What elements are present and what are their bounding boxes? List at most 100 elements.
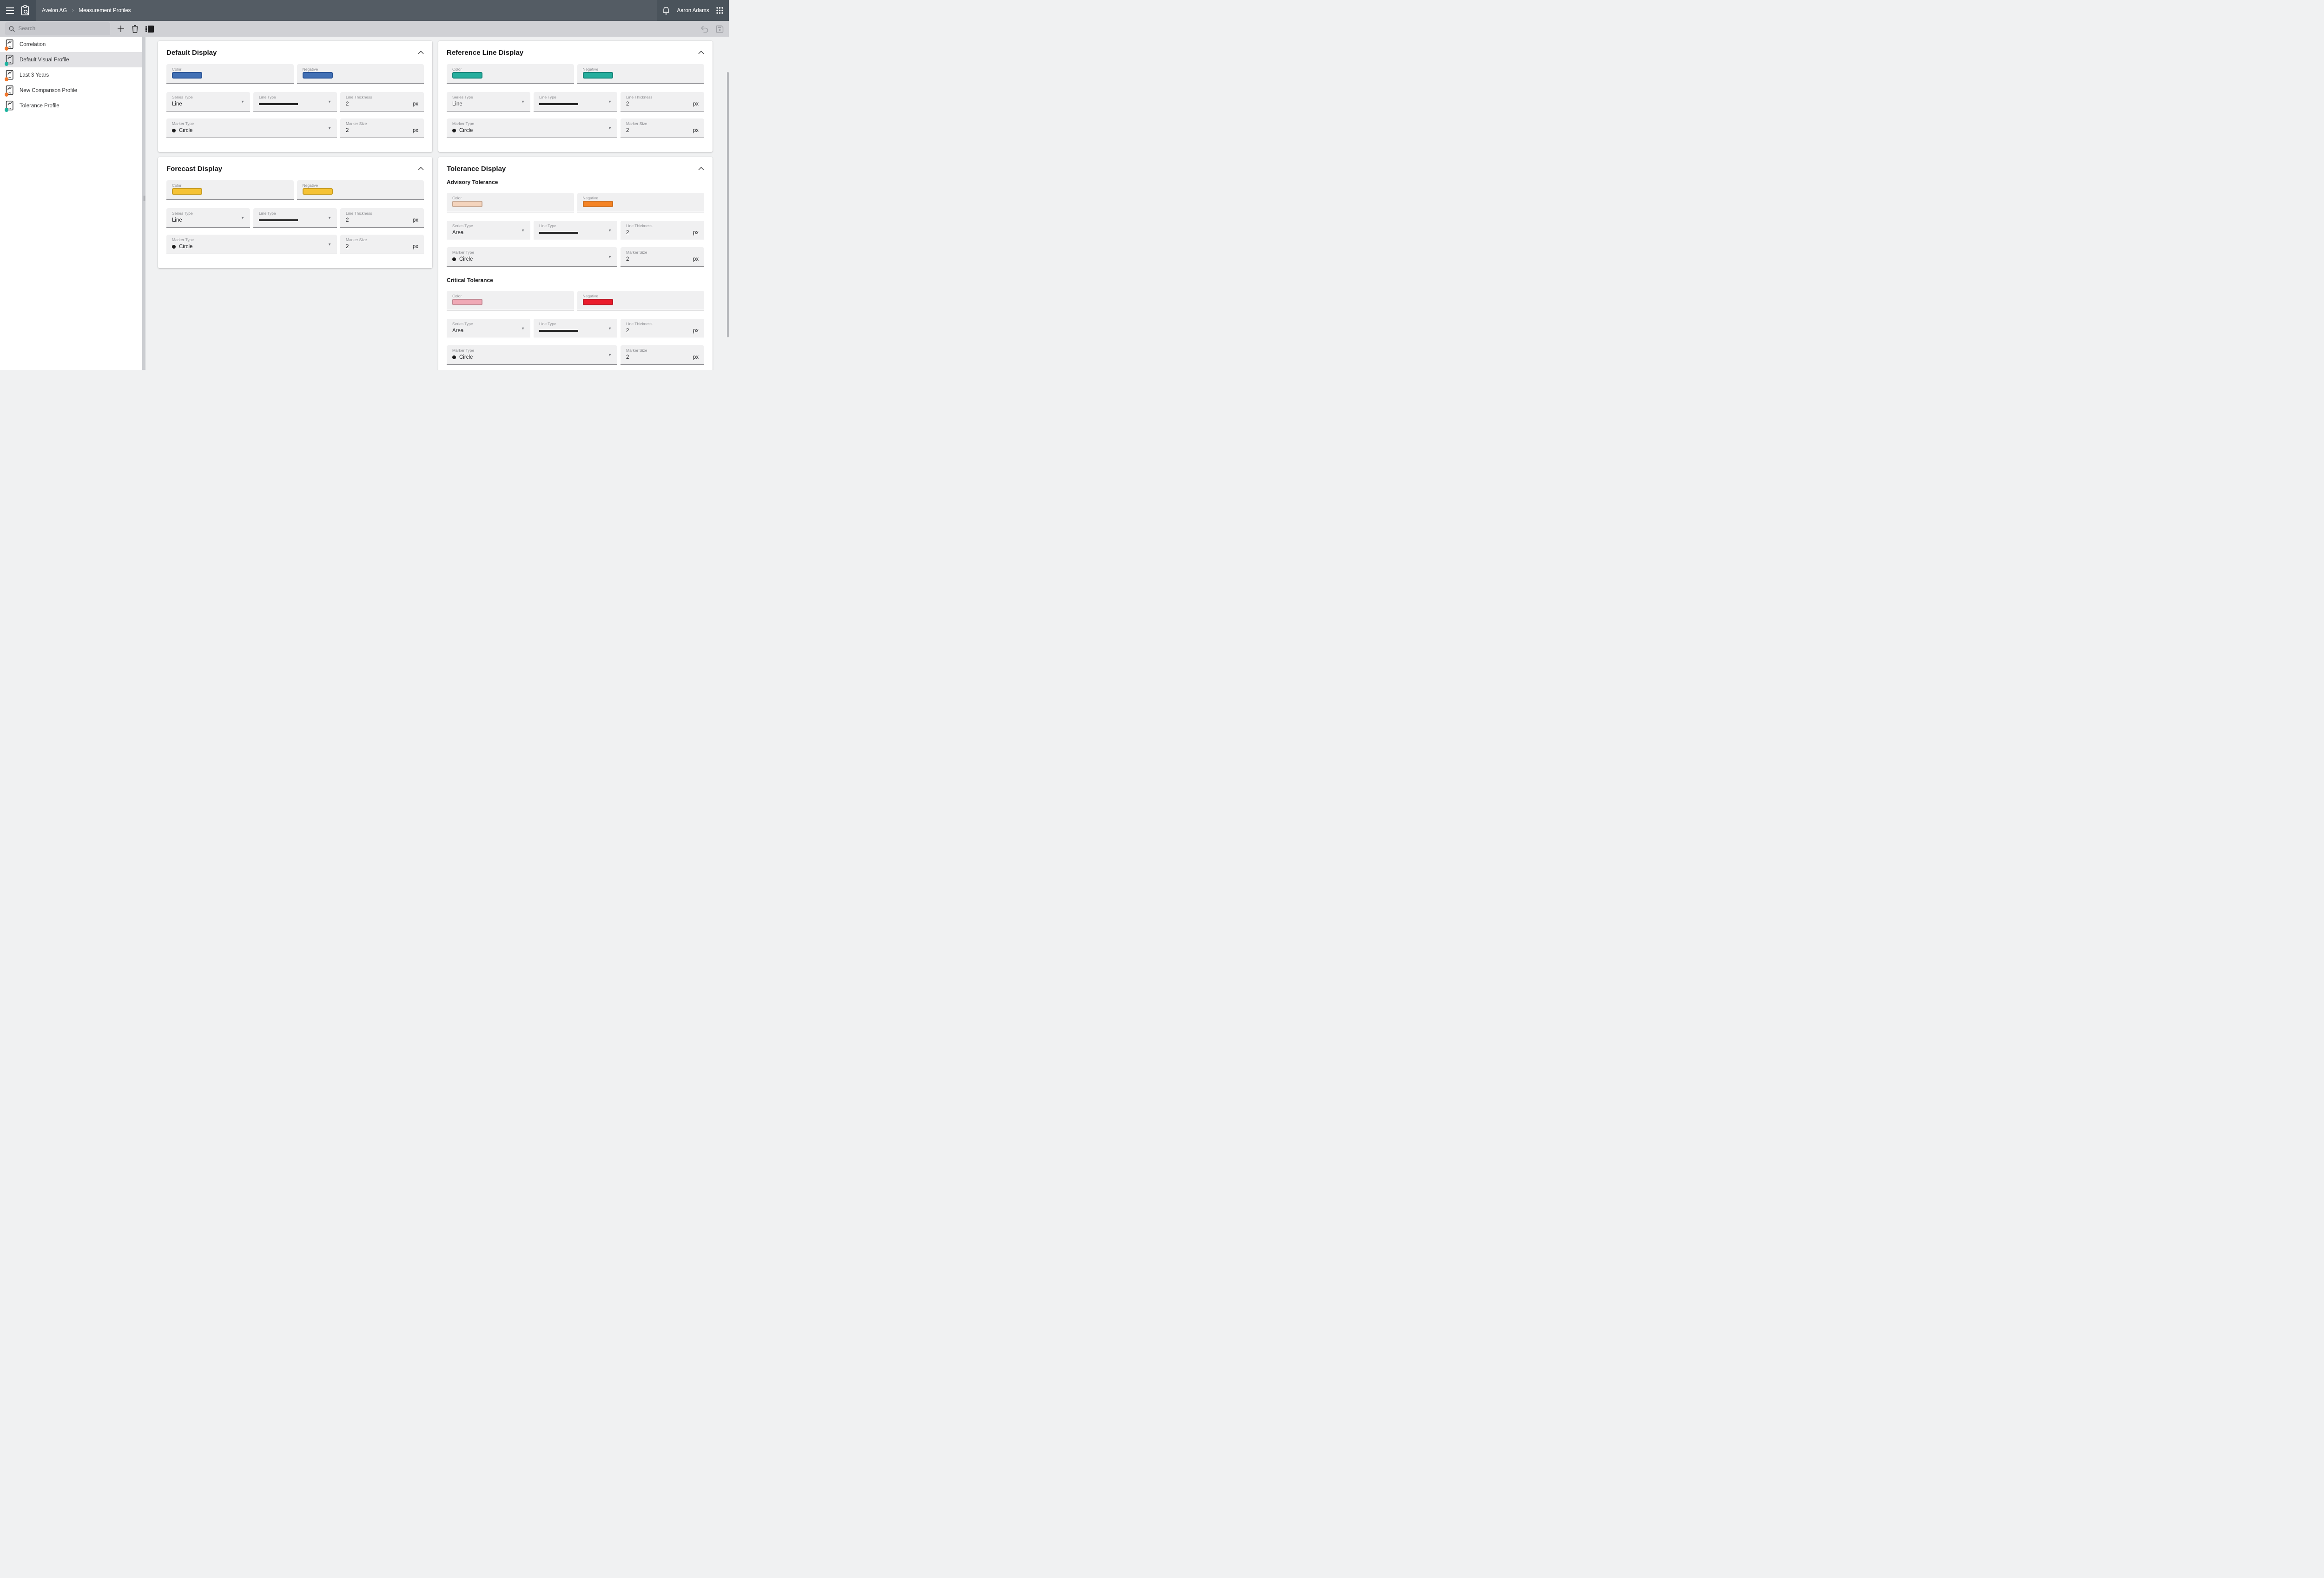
color-field[interactable]: Color: [166, 180, 294, 200]
menu-button[interactable]: [6, 7, 14, 14]
collapse-button[interactable]: [698, 167, 704, 171]
bell-icon: [663, 7, 669, 15]
field-value: 2: [626, 101, 629, 107]
collapse-button[interactable]: [418, 51, 424, 54]
content: Correlation Default Visual Profile: [0, 37, 729, 370]
sidebar-item-correlation[interactable]: Correlation: [0, 37, 142, 52]
field-label: Color: [452, 67, 462, 72]
series-type-select[interactable]: Series Type Line ▼: [166, 92, 250, 112]
field-value: 2: [626, 328, 629, 334]
panel-resizer[interactable]: [142, 37, 145, 370]
marker-size-input[interactable]: Marker Size 2 px: [621, 345, 704, 365]
field-value: Line: [452, 101, 462, 107]
save-button[interactable]: [716, 25, 724, 33]
notifications-button[interactable]: [662, 6, 670, 15]
hamburger-icon: [6, 7, 14, 14]
sidebar-item-label: Tolerance Profile: [20, 103, 59, 109]
line-thickness-input[interactable]: Line Thickness 2 px: [621, 92, 704, 112]
field-label: Negative: [582, 196, 599, 200]
sidebar-item-default-visual-profile[interactable]: Default Visual Profile: [0, 52, 142, 67]
breadcrumb-site[interactable]: Avelon AG: [42, 7, 67, 13]
color-field[interactable]: Color: [447, 291, 574, 310]
sidebar-item-label: New Comparison Profile: [20, 87, 77, 93]
vertical-scrollbar[interactable]: [727, 72, 729, 337]
undo-button[interactable]: [700, 25, 709, 33]
profile-color-dot: [5, 77, 8, 81]
field-value: 2: [346, 101, 349, 107]
field-value: Area: [452, 328, 464, 334]
line-thickness-input[interactable]: Line Thickness 2 px: [340, 208, 424, 228]
marker-type-select[interactable]: Marker Type Circle ▼: [166, 118, 337, 138]
profile-color-dot: [5, 46, 8, 51]
line-type-select[interactable]: Line Type ▼: [253, 208, 337, 228]
marker-type-select[interactable]: Marker Type Circle ▼: [447, 118, 617, 138]
negative-color-swatch: [582, 201, 613, 207]
circle-marker-icon: [452, 129, 456, 132]
chevron-down-icon: ▼: [328, 99, 331, 104]
search-box[interactable]: [5, 22, 110, 35]
field-value: 2: [626, 230, 629, 236]
line-thickness-input[interactable]: Line Thickness 2 px: [621, 319, 704, 338]
profile-chart-icon: [5, 54, 14, 66]
marker-size-input[interactable]: Marker Size 2 px: [621, 247, 704, 267]
marker-type-select[interactable]: Marker Type Circle ▼: [166, 235, 337, 254]
color-field[interactable]: Color: [166, 64, 294, 84]
field-value: Line: [172, 217, 182, 223]
sidebar-item-label: Default Visual Profile: [20, 57, 69, 63]
chevron-up-icon: [698, 167, 704, 171]
series-type-select[interactable]: Series Type Area ▼: [447, 221, 530, 240]
negative-color-field[interactable]: Negative: [577, 193, 704, 212]
series-type-select[interactable]: Series Type Area ▼: [447, 319, 530, 338]
apps-grid-button[interactable]: [716, 7, 723, 14]
marker-type-select[interactable]: Marker Type Circle ▼: [447, 247, 617, 267]
delete-button[interactable]: [132, 25, 139, 33]
add-button[interactable]: [117, 25, 125, 33]
field-label: Line Thickness: [626, 322, 653, 326]
field-label: Line Thickness: [346, 95, 372, 99]
main-panel: Default Display Color Negative: [145, 37, 729, 370]
field-label: Negative: [302, 67, 318, 72]
marker-type-select[interactable]: Marker Type Circle ▼: [447, 345, 617, 365]
master-detail-view-button[interactable]: [145, 25, 154, 33]
series-type-select[interactable]: Series Type Line ▼: [447, 92, 530, 112]
sidebar-item-new-comparison-profile[interactable]: New Comparison Profile: [0, 83, 142, 98]
line-type-select[interactable]: Line Type ▼: [534, 319, 617, 338]
marker-size-input[interactable]: Marker Size 2 px: [621, 118, 704, 138]
chevron-down-icon: ▼: [608, 353, 612, 357]
field-value: Line: [172, 101, 182, 107]
negative-color-swatch: [302, 72, 333, 79]
field-label: Series Type: [452, 322, 473, 326]
negative-color-swatch: [302, 188, 333, 195]
color-swatch: [172, 72, 202, 79]
line-type-select[interactable]: Line Type ▼: [534, 221, 617, 240]
negative-color-field[interactable]: Negative: [297, 64, 424, 84]
line-thickness-input[interactable]: Line Thickness 2 px: [340, 92, 424, 112]
search-input[interactable]: [18, 26, 106, 32]
chevron-down-icon: ▼: [241, 99, 244, 104]
save-icon: [716, 25, 724, 33]
line-thickness-input[interactable]: Line Thickness 2 px: [621, 221, 704, 240]
field-label: Line Type: [539, 224, 556, 228]
top-bar-user-area: Aaron Adams: [657, 0, 729, 21]
line-type-select[interactable]: Line Type ▼: [534, 92, 617, 112]
collapse-button[interactable]: [698, 51, 704, 54]
marker-size-input[interactable]: Marker Size 2 px: [340, 235, 424, 254]
sidebar-item-label: Last 3 Years: [20, 72, 49, 78]
field-label: Color: [452, 196, 462, 200]
chevron-down-icon: ▼: [608, 126, 612, 130]
negative-color-field[interactable]: Negative: [577, 64, 704, 84]
collapse-button[interactable]: [418, 167, 424, 171]
negative-color-field[interactable]: Negative: [297, 180, 424, 200]
line-type-select[interactable]: Line Type ▼: [253, 92, 337, 112]
marker-size-input[interactable]: Marker Size 2 px: [340, 118, 424, 138]
color-field[interactable]: Color: [447, 64, 574, 84]
trash-icon: [132, 25, 138, 33]
breadcrumb-page: Measurement Profiles: [79, 7, 131, 13]
negative-color-field[interactable]: Negative: [577, 291, 704, 310]
user-menu[interactable]: Aaron Adams: [677, 7, 709, 13]
sidebar-item-last-3-years[interactable]: Last 3 Years: [0, 67, 142, 83]
sidebar-item-tolerance-profile[interactable]: Tolerance Profile: [0, 98, 142, 113]
clipboard-search-button[interactable]: [20, 5, 30, 16]
series-type-select[interactable]: Series Type Line ▼: [166, 208, 250, 228]
color-field[interactable]: Color: [447, 193, 574, 212]
